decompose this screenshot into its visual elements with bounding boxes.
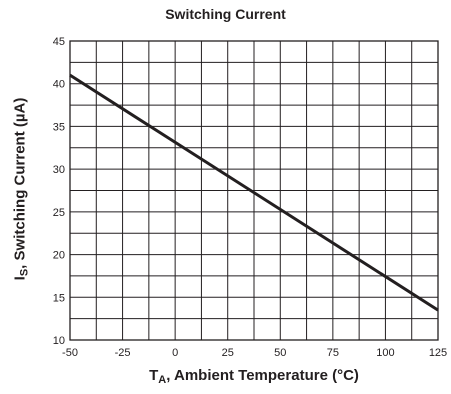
x-tick-label: -50: [62, 347, 78, 359]
x-tick-label: 100: [376, 347, 394, 359]
y-tick-label: 40: [53, 79, 65, 91]
y-tick-label: 35: [53, 121, 65, 133]
plot-frame: [69, 40, 439, 341]
series-layer: [69, 73, 439, 312]
y-axis-label: IS, Switching Current (µA): [11, 97, 31, 281]
x-tick-label: 0: [172, 347, 178, 359]
chart-title: Switching Current: [165, 6, 286, 22]
series-line: [69, 73, 439, 312]
y-tick-label: 10: [53, 335, 65, 347]
y-tick-label: 45: [53, 36, 65, 48]
x-tick-label: -25: [115, 347, 131, 359]
x-tick-label: 25: [222, 347, 234, 359]
x-tick-label: 125: [429, 347, 447, 359]
x-tick-label: 75: [327, 347, 339, 359]
tick-labels: -50 -25 0 25 50 75 100 125 10 15 20 25 30 35 40 45: [53, 36, 447, 359]
x-tick-label: 50: [274, 347, 286, 359]
grid: [69, 40, 439, 341]
y-tick-label: 15: [53, 292, 65, 304]
x-axis-label: TA, Ambient Temperature (°C): [149, 367, 359, 386]
y-tick-label: 30: [53, 164, 65, 176]
y-tick-label: 25: [53, 207, 65, 219]
y-tick-label: 20: [53, 250, 65, 262]
